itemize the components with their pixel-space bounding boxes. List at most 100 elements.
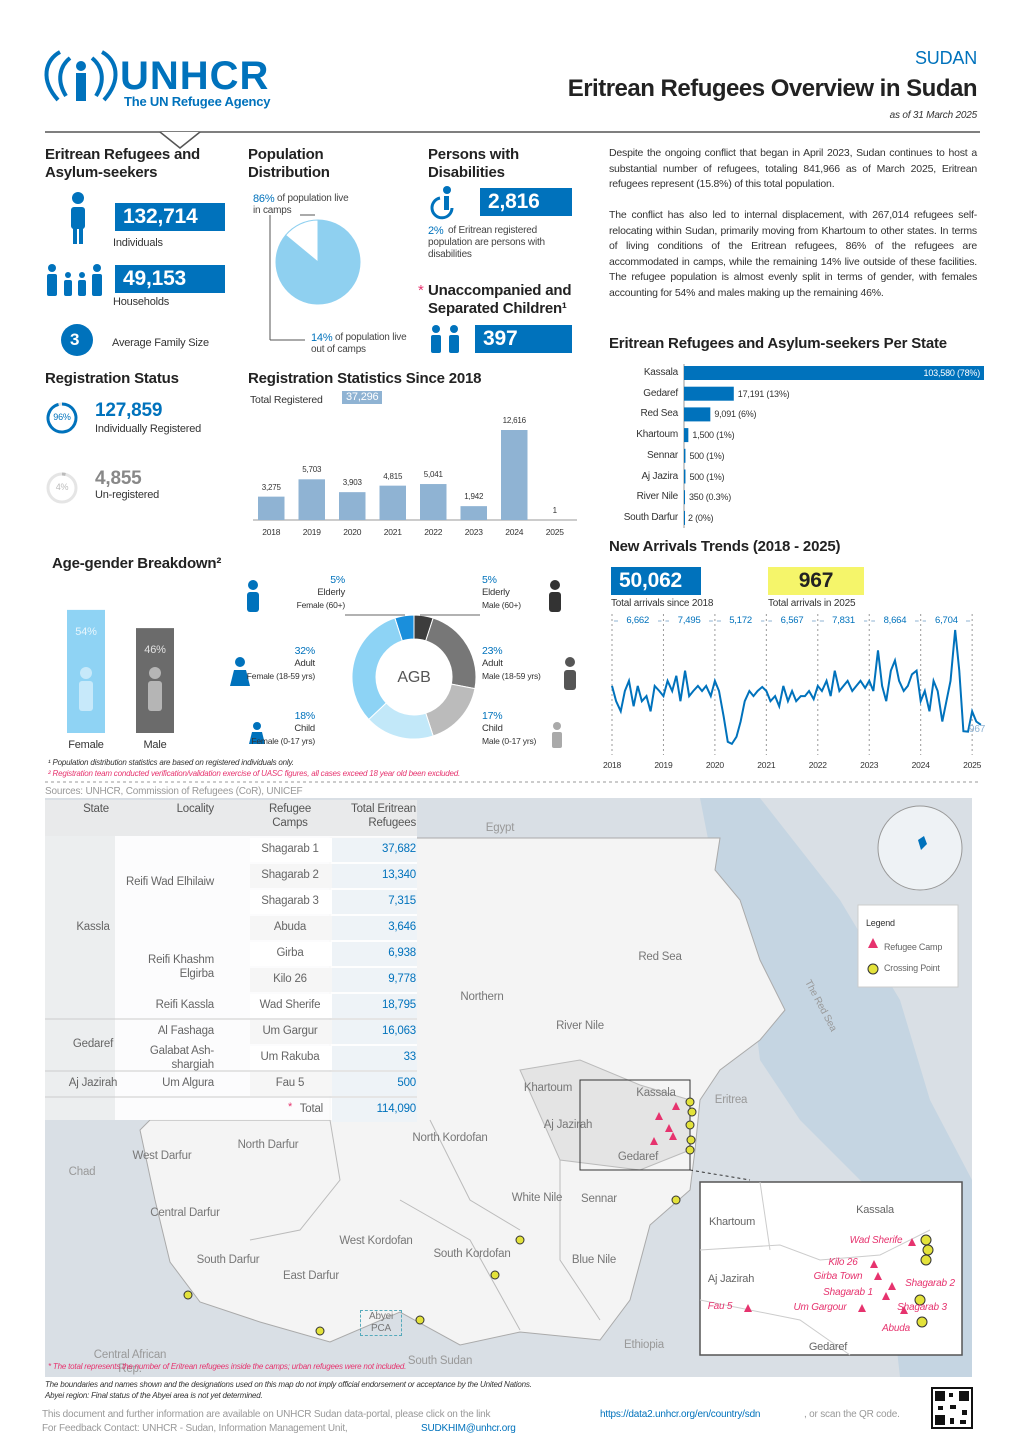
donut-center: AGB [397,669,431,686]
note: , or scan the QR code. [804,1409,900,1420]
map-label: East Darfur [283,1270,339,1282]
donut-segment [351,617,403,721]
ring-arc [46,402,78,434]
section-title: Unaccompanied and Separated Children¹ [428,282,572,317]
cell [250,1020,332,1044]
kpi: 967 [768,567,864,595]
cell [332,1098,417,1122]
bar [420,484,447,520]
map-label: Aj Jazirah [543,1119,593,1131]
bar [136,628,174,733]
country: SUDAN [914,48,977,68]
camp-total: 9,778 [388,973,416,985]
inset-label: Wad Sherife [849,1235,903,1246]
pie-value: 86% [253,193,275,205]
donut-label: Adult [294,658,315,669]
camp-total: 13,340 [382,869,416,881]
y-tick-label: Red Sea [640,408,678,420]
section-title: Registration Status [45,370,179,387]
camp: Shagarab 3 [261,895,319,907]
bar [460,506,487,520]
y-tick-label: Sennar [646,449,678,461]
x-tick-label: 2018 [262,527,281,537]
bar-label: 1 [552,505,557,515]
cell [250,838,332,862]
y-tick-label: Khartoum [636,429,678,441]
note: This document and further information ar… [42,1409,491,1420]
donut-label: Child [482,723,503,734]
note: Abyei region: Final status of the Abyei … [45,1391,263,1400]
table-col [45,836,115,1120]
x-tick-label: Male [143,739,167,751]
donut-label: Male (0-17 yrs) [482,736,537,746]
line [611,629,982,746]
kpi: 49,153 [115,265,225,293]
total: 114,090 [376,1103,417,1115]
year-total: 7,495 [669,615,710,627]
bar-label: 46% [144,644,166,657]
note: ¹ Population distribution statistics are… [48,758,294,767]
table-header [45,800,417,836]
section-title: Eritrean Refugees and Asylum-seekers Per… [609,335,947,352]
camp: Fau 5 [275,1077,305,1089]
mark: * [288,1101,293,1113]
bar [258,496,285,520]
kpi: 4,855 [95,468,142,489]
inset-label: Aj Jazirah [707,1273,755,1285]
bar [684,366,984,380]
bar-label: 12,616 [502,416,526,425]
map-label: West Kordofan [339,1235,413,1247]
bar [501,430,528,520]
subtitle: Total Registered [250,394,323,406]
donut-label: Male (18-59 yrs) [482,671,541,681]
end-label: 967 [969,724,986,735]
donut-label: Female (60+) [296,600,346,610]
bar [339,492,366,520]
bar [684,448,686,463]
camp: Wad Sherife [259,999,321,1011]
table-header: Locality [176,803,215,815]
mark: * [418,282,424,299]
pie-value: 14% [311,332,333,344]
camp-total: 6,938 [388,947,416,959]
x-tick-label: 2025 [963,760,982,770]
donut-label: Child [294,723,315,734]
date: as of 31 March 2025 [889,110,978,121]
note: SUDKHIM@unhcr.org [421,1423,516,1434]
x-tick-label: 2020 [705,760,724,770]
bar-label: 500 (1%) [689,471,725,482]
cell [250,890,332,914]
paragraph: The conflict has also led to internal di… [609,209,977,299]
cell [250,1046,332,1070]
bar-label: 5,041 [423,470,443,480]
bar-label: 350 (0.3%) [689,492,732,503]
cell [250,968,332,992]
bar [684,428,689,443]
note: The boundaries and names shown and the d… [45,1380,532,1389]
y-tick-label: South Darfur [623,511,678,523]
camp: Girba [276,947,304,959]
org-name: UNHCR [120,54,270,98]
map-label: Ethiopia [624,1339,664,1351]
map-label: Central Darfur [150,1207,220,1219]
year-total: 6,662 [617,615,658,627]
map-label: Egypt [485,822,515,834]
inset-label: Girba Town [813,1271,863,1282]
cell [332,994,417,1018]
note: * The total represents the number of Eri… [48,1362,407,1371]
map-label: Red Sea [638,951,682,963]
bar-label: 3,275 [261,482,281,492]
state: Gedaref [72,1038,114,1050]
map-label: Kassala [636,1087,676,1099]
total: 37,296 [342,391,383,405]
total-label: Total [299,1103,323,1115]
cell [332,942,417,966]
bar-label: 17,191 (13%) [737,388,790,399]
camp: Shagarab 1 [261,843,319,855]
section-title: Registration Statistics Since 2018 [248,370,482,387]
x-tick-label: 2025 [545,527,564,537]
inset-label: Um Gargour [793,1302,847,1313]
section-title: Persons with Disabilities [428,146,519,181]
map-label: Blue Nile [571,1254,617,1266]
